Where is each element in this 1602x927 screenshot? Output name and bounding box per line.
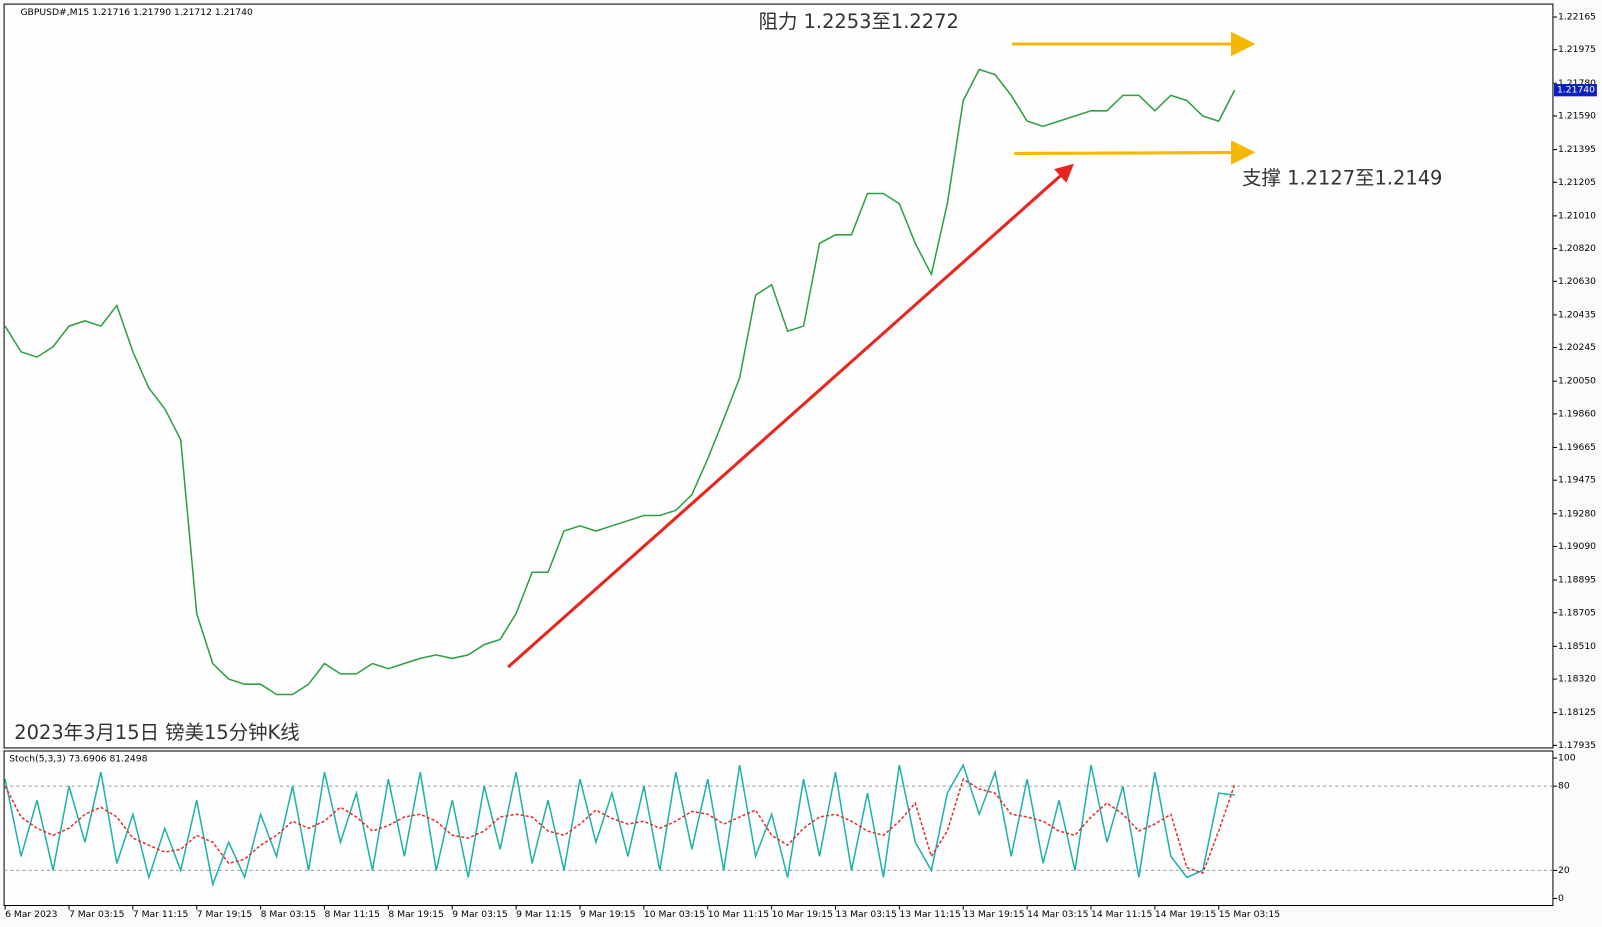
x-tick-label: 13 Mar 03:15: [835, 909, 896, 920]
y-tick-label: 1.18895: [1558, 575, 1596, 586]
x-tick-label: 14 Mar 11:15: [1091, 909, 1152, 920]
y-tick-label: 1.20050: [1558, 376, 1596, 387]
y-tick-label: 1.19090: [1558, 541, 1596, 552]
y-tick-label: 100: [1558, 753, 1576, 764]
y-tick-label: 20: [1558, 865, 1570, 876]
y-tick-label: 1.21780: [1558, 78, 1596, 89]
y-tick-label: 1.20820: [1558, 243, 1596, 254]
x-tick-label: 7 Mar 03:15: [69, 909, 125, 920]
y-tick-label: 1.21590: [1558, 111, 1596, 122]
y-tick-label: 1.17935: [1558, 740, 1596, 751]
y-tick-label: 1.20630: [1558, 276, 1596, 287]
support-arrow: [1014, 140, 1256, 165]
y-tick-label: 1.18705: [1558, 607, 1596, 618]
trend-arrow: [507, 163, 1074, 669]
x-tick-label: 15 Mar 03:15: [1219, 909, 1280, 920]
x-tick-label: 13 Mar 11:15: [899, 909, 960, 920]
series-line: [4, 777, 1236, 875]
x-tick-label: 9 Mar 03:15: [452, 909, 508, 920]
y-tick-label: 0: [1558, 893, 1564, 904]
x-tick-label: 13 Mar 19:15: [963, 909, 1024, 920]
x-tick-label: 8 Mar 11:15: [324, 909, 380, 920]
x-tick-label: 10 Mar 11:15: [708, 909, 769, 920]
y-tick-label: 1.19475: [1558, 475, 1596, 486]
y-tick-label: 1.20245: [1558, 342, 1596, 353]
y-tick-label: 1.18510: [1558, 641, 1596, 652]
series-line: [4, 68, 1236, 696]
chart-title: GBPUSD#,M15 1.21716 1.21790 1.21712 1.21…: [20, 7, 253, 18]
current-price-label: 1.21740: [1557, 85, 1595, 96]
y-tick-label: 1.22165: [1558, 12, 1596, 23]
current-price-box: [1553, 84, 1597, 97]
resistance-label: 阻力 1.2253至1.2272: [759, 10, 959, 33]
x-tick-label: 8 Mar 19:15: [388, 909, 444, 920]
chart-caption: 2023年3月15日 镑美15分钟K线: [14, 721, 299, 744]
x-tick-label: 10 Mar 03:15: [644, 909, 705, 920]
series-line: [4, 763, 1235, 888]
x-tick-label: 7 Mar 19:15: [197, 909, 253, 920]
x-tick-label: 14 Mar 19:15: [1155, 909, 1216, 920]
y-tick-label: 80: [1558, 781, 1570, 792]
y-tick-label: 1.21010: [1558, 210, 1596, 221]
y-tick-label: 1.18320: [1558, 674, 1596, 685]
price-panel: [3, 3, 1554, 749]
y-tick-label: 1.18125: [1558, 707, 1596, 718]
y-tick-label: 1.21395: [1558, 144, 1596, 155]
x-tick-label: 9 Mar 11:15: [516, 909, 572, 920]
support-label: 支撑 1.2127至1.2149: [1242, 167, 1442, 190]
x-tick-label: 14 Mar 03:15: [1027, 909, 1088, 920]
y-tick-label: 1.19860: [1558, 408, 1596, 419]
y-tick-label: 1.20435: [1558, 309, 1596, 320]
stoch-panel: [3, 750, 1554, 907]
x-tick-label: 10 Mar 19:15: [772, 909, 833, 920]
y-tick-label: 1.21975: [1558, 44, 1596, 55]
y-tick-label: 1.19280: [1558, 508, 1596, 519]
x-tick-label: 8 Mar 03:15: [261, 909, 317, 920]
x-tick-label: 9 Mar 19:15: [580, 909, 636, 920]
x-tick-label: 7 Mar 11:15: [133, 909, 189, 920]
y-tick-label: 1.19665: [1558, 442, 1596, 453]
stoch-title: Stoch(5,3,3) 73.6906 81.2498: [9, 754, 147, 765]
y-tick-label: 1.21205: [1558, 177, 1596, 188]
x-tick-label: 6 Mar 2023: [5, 909, 58, 920]
